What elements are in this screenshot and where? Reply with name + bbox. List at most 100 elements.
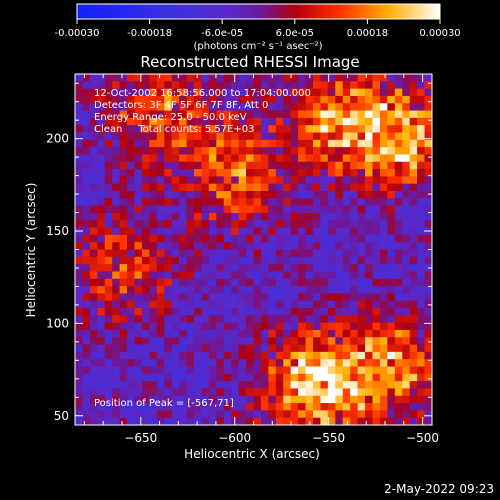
heatmap-cell — [402, 95, 411, 104]
heatmap-cell — [179, 359, 187, 367]
heatmap-cell — [156, 117, 165, 126]
heatmap-cell — [275, 329, 284, 338]
heatmap-cell — [290, 293, 299, 302]
heatmap-cell — [313, 242, 321, 250]
heatmap-cell — [350, 125, 359, 133]
heatmap-cell — [290, 256, 299, 265]
heatmap-cell — [119, 176, 128, 185]
heatmap-cell — [320, 74, 329, 82]
heatmap-cell — [372, 344, 381, 353]
heatmap-cell — [424, 351, 433, 360]
heatmap-cell — [372, 388, 381, 397]
heatmap-cell — [402, 337, 411, 345]
heatmap-cell — [238, 403, 247, 411]
heatmap-cell — [335, 329, 344, 338]
heatmap-cell — [342, 417, 351, 426]
heatmap-cell — [424, 212, 433, 221]
heatmap-cell — [134, 191, 143, 199]
heatmap-cell — [216, 242, 225, 250]
heatmap-cell — [260, 344, 269, 353]
heatmap-cell — [238, 227, 247, 236]
heatmap-cell — [372, 205, 381, 214]
heatmap-cell — [171, 176, 180, 185]
heatmap-cell — [156, 132, 165, 141]
heatmap-cell — [409, 300, 418, 309]
heatmap-cell — [156, 139, 165, 148]
heatmap-cell — [357, 132, 366, 141]
heatmap-cell — [379, 366, 388, 375]
heatmap-cell — [357, 293, 366, 302]
heatmap-cell — [97, 176, 106, 185]
heatmap-cell — [335, 249, 344, 258]
y-tick-label: 50 — [54, 409, 69, 423]
heatmap-cell — [320, 351, 329, 360]
heatmap-cell — [313, 161, 321, 170]
heatmap-cell — [156, 154, 165, 163]
heatmap-cell — [275, 191, 284, 199]
heatmap-cell — [208, 381, 217, 389]
heatmap-cell — [208, 329, 217, 338]
heatmap-cell — [201, 315, 210, 324]
heatmap-cell — [156, 388, 165, 397]
heatmap-cell — [194, 278, 202, 287]
heatmap-cell — [194, 154, 202, 163]
heatmap-cell — [313, 117, 321, 126]
heatmap-cell — [127, 256, 135, 265]
heatmap-cell — [387, 264, 396, 272]
heatmap-cell — [298, 95, 306, 104]
heatmap-cell — [246, 329, 254, 338]
heatmap-cell — [342, 381, 351, 389]
heatmap-cell — [320, 169, 329, 177]
heatmap-cell — [350, 337, 359, 345]
heatmap-cell — [313, 373, 321, 382]
heatmap-cell — [424, 249, 433, 258]
heatmap-cell — [379, 381, 388, 389]
heatmap-cell — [246, 227, 254, 236]
heatmap-cell — [335, 161, 344, 170]
heatmap-cell — [134, 256, 143, 265]
heatmap-cell — [171, 388, 180, 397]
heatmap-cell — [253, 344, 262, 353]
heatmap-cell — [379, 322, 388, 331]
heatmap-cell — [75, 337, 83, 345]
heatmap-cell — [89, 278, 98, 287]
heatmap-cell — [89, 132, 98, 141]
heatmap-cell — [216, 81, 225, 90]
heatmap-cell — [75, 410, 83, 419]
heatmap-cell — [164, 74, 173, 82]
heatmap-cell — [387, 344, 396, 353]
heatmap-cell — [387, 286, 396, 294]
heatmap-cell — [409, 256, 418, 265]
heatmap-cell — [394, 191, 403, 199]
heatmap-cell — [134, 293, 143, 302]
heatmap-cell — [179, 417, 187, 426]
heatmap-cell — [171, 103, 180, 111]
heatmap-cell — [409, 373, 418, 382]
heatmap-cell — [335, 183, 344, 192]
heatmap-cell — [171, 410, 180, 419]
heatmap-cell — [402, 183, 411, 192]
heatmap-cell — [387, 300, 396, 309]
heatmap-cell — [260, 242, 269, 250]
heatmap-cell — [208, 249, 217, 258]
heatmap-cell — [424, 117, 433, 126]
heatmap-cell — [372, 293, 381, 302]
heatmap-cell — [424, 373, 433, 382]
heatmap-cell — [320, 125, 329, 133]
heatmap-cell — [171, 373, 180, 382]
heatmap-cell — [417, 212, 425, 221]
heatmap-cell — [379, 227, 388, 236]
heatmap-cell — [186, 300, 195, 309]
heatmap-cell — [387, 366, 396, 375]
heatmap-cell — [179, 220, 187, 228]
heatmap-cell — [283, 88, 292, 97]
heatmap-cell — [223, 315, 232, 324]
heatmap-cell — [238, 205, 247, 214]
heatmap-cell — [246, 198, 254, 207]
heatmap-cell — [104, 227, 113, 236]
heatmap-cell — [357, 271, 366, 280]
heatmap-cell — [357, 176, 366, 185]
heatmap-cell — [179, 271, 187, 280]
heatmap-cell — [379, 403, 388, 411]
heatmap-cell — [164, 410, 173, 419]
